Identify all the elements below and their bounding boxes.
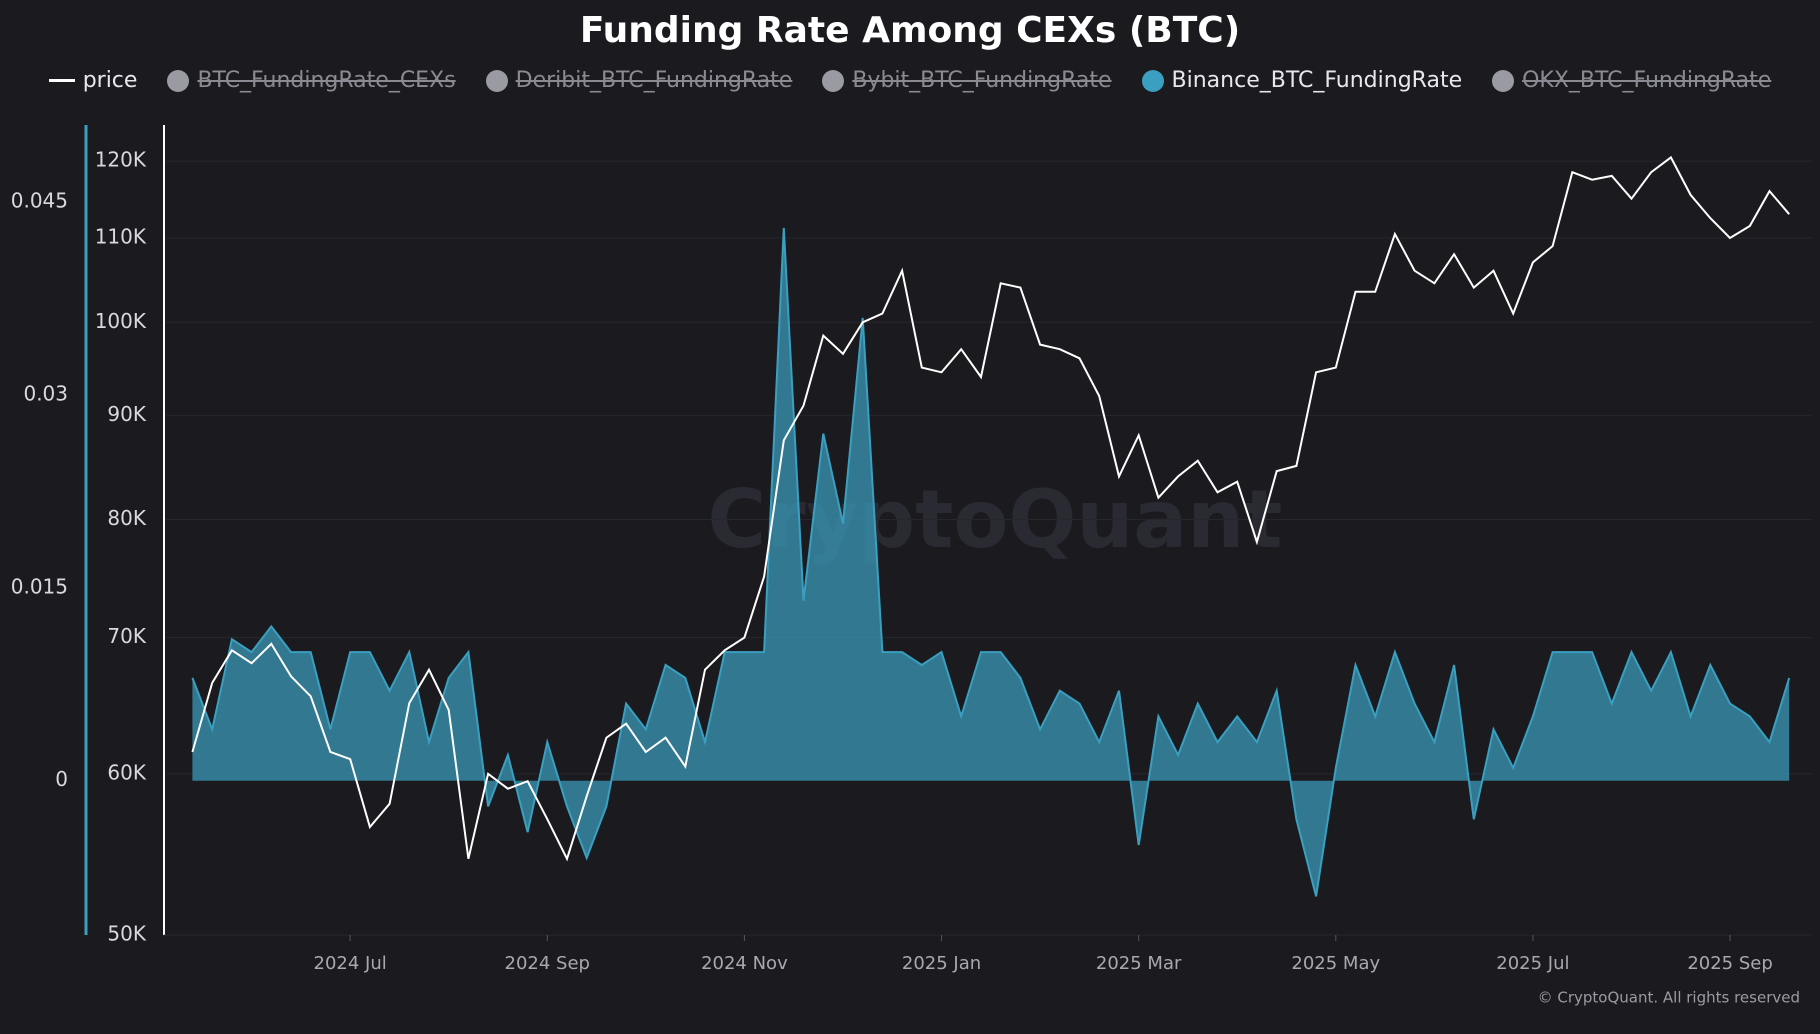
x-tick-label: 2025 Mar	[1096, 953, 1182, 974]
legend-label: Deribit_BTC_FundingRate	[515, 68, 793, 93]
legend-item[interactable]: Binance_BTC_FundingRate	[1141, 68, 1463, 93]
legend-label: BTC_FundingRate_CEXs	[197, 68, 456, 93]
line	[191, 155, 1790, 862]
legend-marker	[1141, 69, 1164, 92]
area	[192, 227, 1790, 897]
chart-title: Funding Rate Among CEXs (BTC)	[579, 10, 1241, 51]
y2-tick-label: 110K	[95, 225, 147, 249]
legend-marker	[822, 69, 845, 92]
y2-tick-label: 120K	[95, 148, 147, 172]
legend-item[interactable]: Bybit_BTC_FundingRate	[822, 68, 1112, 93]
legend-marker	[48, 79, 75, 82]
area-line	[191, 227, 1791, 897]
x-tick-label: 2024 Nov	[701, 953, 788, 974]
x-tick-label: 2024 Sep	[505, 953, 590, 974]
legend-item[interactable]: price	[48, 68, 138, 93]
y2-tick-label: 90K	[107, 402, 146, 426]
x-tick-label: 2025 Jul	[1496, 953, 1569, 974]
y-tick-label: 0.015	[11, 574, 68, 598]
y2-tick-label: 60K	[107, 760, 146, 784]
legend-marker	[1492, 69, 1515, 92]
y2-tick-label: 100K	[95, 309, 147, 333]
x-tick-label: 2025 May	[1291, 953, 1380, 974]
y-tick-label: 0	[55, 767, 68, 791]
x-tick-label: 2025 Sep	[1687, 953, 1772, 974]
y2-tick-label: 50K	[107, 922, 146, 946]
y-tick-label: 0.045	[11, 189, 68, 213]
legend-label: OKX_BTC_FundingRate	[1522, 68, 1772, 93]
credit: © CryptoQuant. All rights reserved	[1538, 989, 1800, 1007]
legend-item[interactable]: BTC_FundingRate_CEXs	[167, 68, 456, 93]
legend: price BTC_FundingRate_CEXs Deribit_BTC_Fun…	[0, 68, 1820, 93]
y-tick-label: 0.03	[23, 382, 68, 406]
legend-item[interactable]: OKX_BTC_FundingRate	[1492, 68, 1771, 93]
x-tick-label: 2024 Jul	[314, 953, 387, 974]
legend-label: Binance_BTC_FundingRate	[1171, 68, 1463, 93]
y2-tick-label: 80K	[107, 506, 146, 530]
legend-label: Bybit_BTC_FundingRate	[852, 68, 1112, 93]
legend-marker	[167, 69, 190, 92]
x-tick-label: 2025 Jan	[902, 953, 981, 974]
legend-label: price	[82, 68, 138, 93]
y2-tick-label: 70K	[107, 624, 146, 648]
legend-marker	[485, 69, 508, 92]
legend-item[interactable]: Deribit_BTC_FundingRate	[485, 68, 793, 93]
